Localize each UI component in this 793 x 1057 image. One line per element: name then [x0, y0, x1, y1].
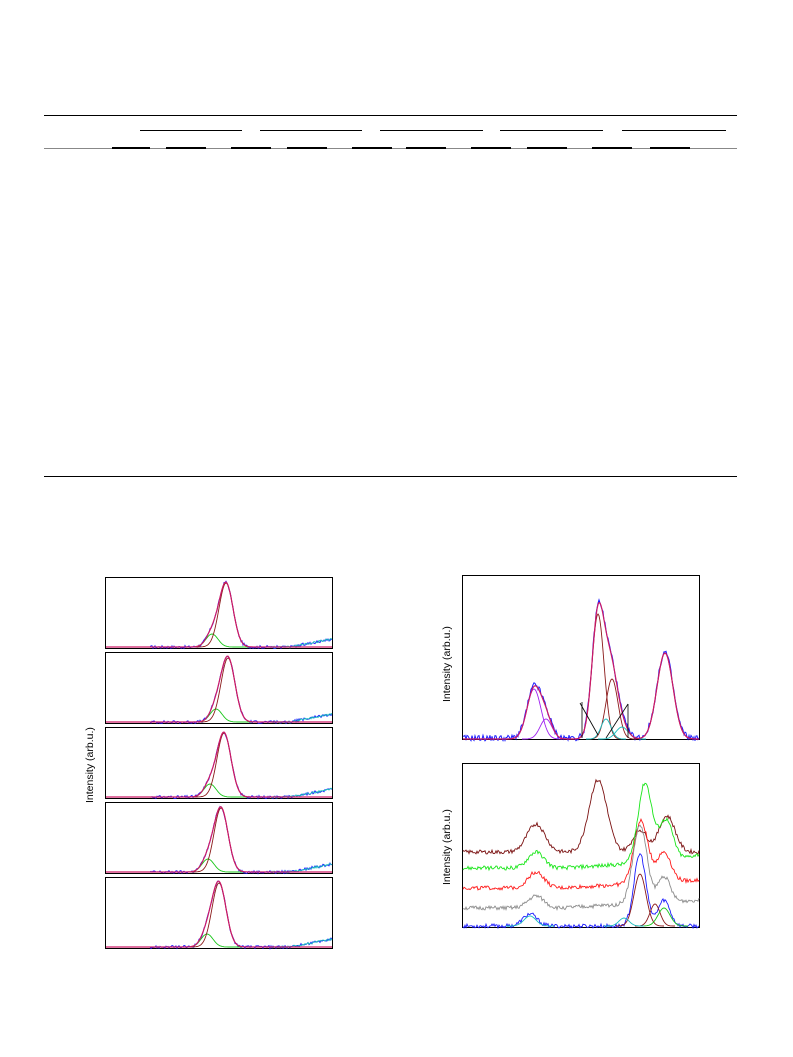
right-bottom-component-1 [506, 915, 554, 927]
left-main-peak-1 [106, 582, 332, 648]
sub-rule [352, 147, 392, 149]
right-top-fit [463, 601, 699, 740]
right-bottom-trace-2 [462, 782, 700, 872]
annotation-line [605, 703, 629, 739]
sub-rule [650, 147, 690, 149]
right-top-component-5 [586, 718, 626, 740]
right-bottom-component-4 [640, 907, 688, 927]
left-panel-4 [105, 802, 333, 874]
group-rule-2 [260, 130, 362, 131]
group-rule-3 [380, 130, 483, 131]
left-panel-1 [105, 577, 333, 649]
right-top-component-6 [598, 726, 646, 740]
right-top-data-trace [462, 598, 700, 743]
left-data-trace-2 [106, 655, 333, 725]
sub-rule [166, 147, 206, 149]
left-main-peak-2 [106, 657, 332, 723]
left-minor-peak-4 [106, 858, 332, 873]
right-top-component-7 [633, 652, 697, 740]
right-bottom-component-5 [604, 917, 644, 927]
left-fit-2 [106, 655, 332, 723]
left-fit-3 [106, 731, 332, 798]
right-bottom-component-3 [635, 903, 675, 927]
left-data-trace-4 [106, 805, 333, 875]
annotation-line [579, 702, 599, 736]
left-main-peak-5 [106, 882, 332, 948]
left-panel-3 [105, 727, 333, 799]
sub-rule [592, 147, 632, 149]
left-data-trace-1 [106, 580, 333, 650]
sub-rule [231, 147, 271, 149]
sub-rule [471, 147, 511, 149]
left-panel-5 [105, 877, 333, 949]
table-top-rule [44, 115, 737, 116]
group-rule-4 [500, 130, 603, 131]
group-rule-1 [140, 130, 242, 131]
sub-rule [287, 147, 327, 149]
left-fit-4 [106, 806, 332, 873]
sub-rule [112, 147, 150, 149]
group-rule-5 [622, 130, 726, 131]
right-bottom-trace-5 [462, 852, 700, 930]
right-top-component-1 [506, 688, 562, 740]
left-panel-2 [105, 652, 333, 724]
left-data-trace-5 [106, 880, 333, 950]
left-fit-5 [106, 880, 332, 948]
right-bottom-trace-1 [462, 778, 700, 855]
table-bottom-rule [44, 476, 737, 477]
left-main-peak-4 [106, 807, 332, 873]
left-fit-1 [106, 581, 332, 648]
sub-rule [406, 147, 446, 149]
right-bottom-trace-4 [462, 824, 700, 911]
right-top-component-2 [522, 718, 570, 740]
right-bottom-panel [462, 763, 700, 928]
right-bottom-component-2 [616, 873, 664, 927]
right-top-panel [462, 575, 700, 740]
right-bottom-trace-3 [462, 817, 700, 891]
sub-rule [527, 147, 567, 149]
